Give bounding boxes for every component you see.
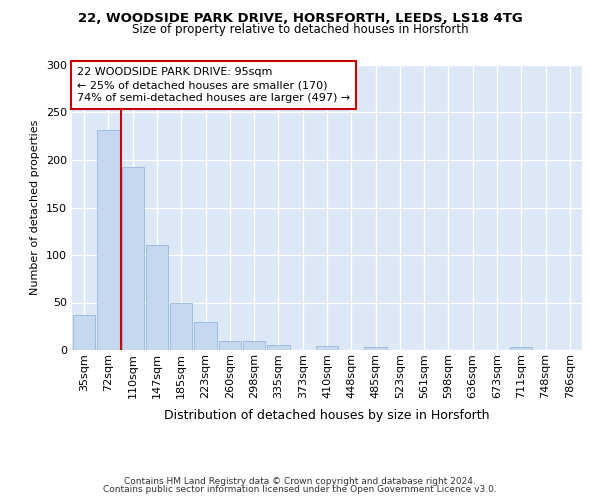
Bar bbox=[218, 340, 241, 350]
Text: 22, WOODSIDE PARK DRIVE, HORSFORTH, LEEDS, LS18 4TG: 22, WOODSIDE PARK DRIVE, HORSFORTH, LEED… bbox=[77, 12, 523, 26]
Bar bbox=[243, 340, 265, 350]
Bar bbox=[146, 244, 168, 350]
Bar bbox=[194, 322, 217, 350]
Text: Contains HM Land Registry data © Crown copyright and database right 2024.: Contains HM Land Registry data © Crown c… bbox=[124, 477, 476, 486]
Text: Size of property relative to detached houses in Horsforth: Size of property relative to detached ho… bbox=[131, 22, 469, 36]
Bar bbox=[364, 347, 387, 350]
X-axis label: Distribution of detached houses by size in Horsforth: Distribution of detached houses by size … bbox=[164, 409, 490, 422]
Y-axis label: Number of detached properties: Number of detached properties bbox=[31, 120, 40, 295]
Bar bbox=[316, 346, 338, 350]
Bar bbox=[122, 166, 144, 350]
Bar bbox=[97, 130, 119, 350]
Bar bbox=[510, 347, 532, 350]
Bar bbox=[267, 346, 290, 350]
Text: Contains public sector information licensed under the Open Government Licence v3: Contains public sector information licen… bbox=[103, 485, 497, 494]
Text: 22 WOODSIDE PARK DRIVE: 95sqm
← 25% of detached houses are smaller (170)
74% of : 22 WOODSIDE PARK DRIVE: 95sqm ← 25% of d… bbox=[77, 67, 350, 104]
Bar bbox=[73, 315, 95, 350]
Bar bbox=[170, 302, 193, 350]
